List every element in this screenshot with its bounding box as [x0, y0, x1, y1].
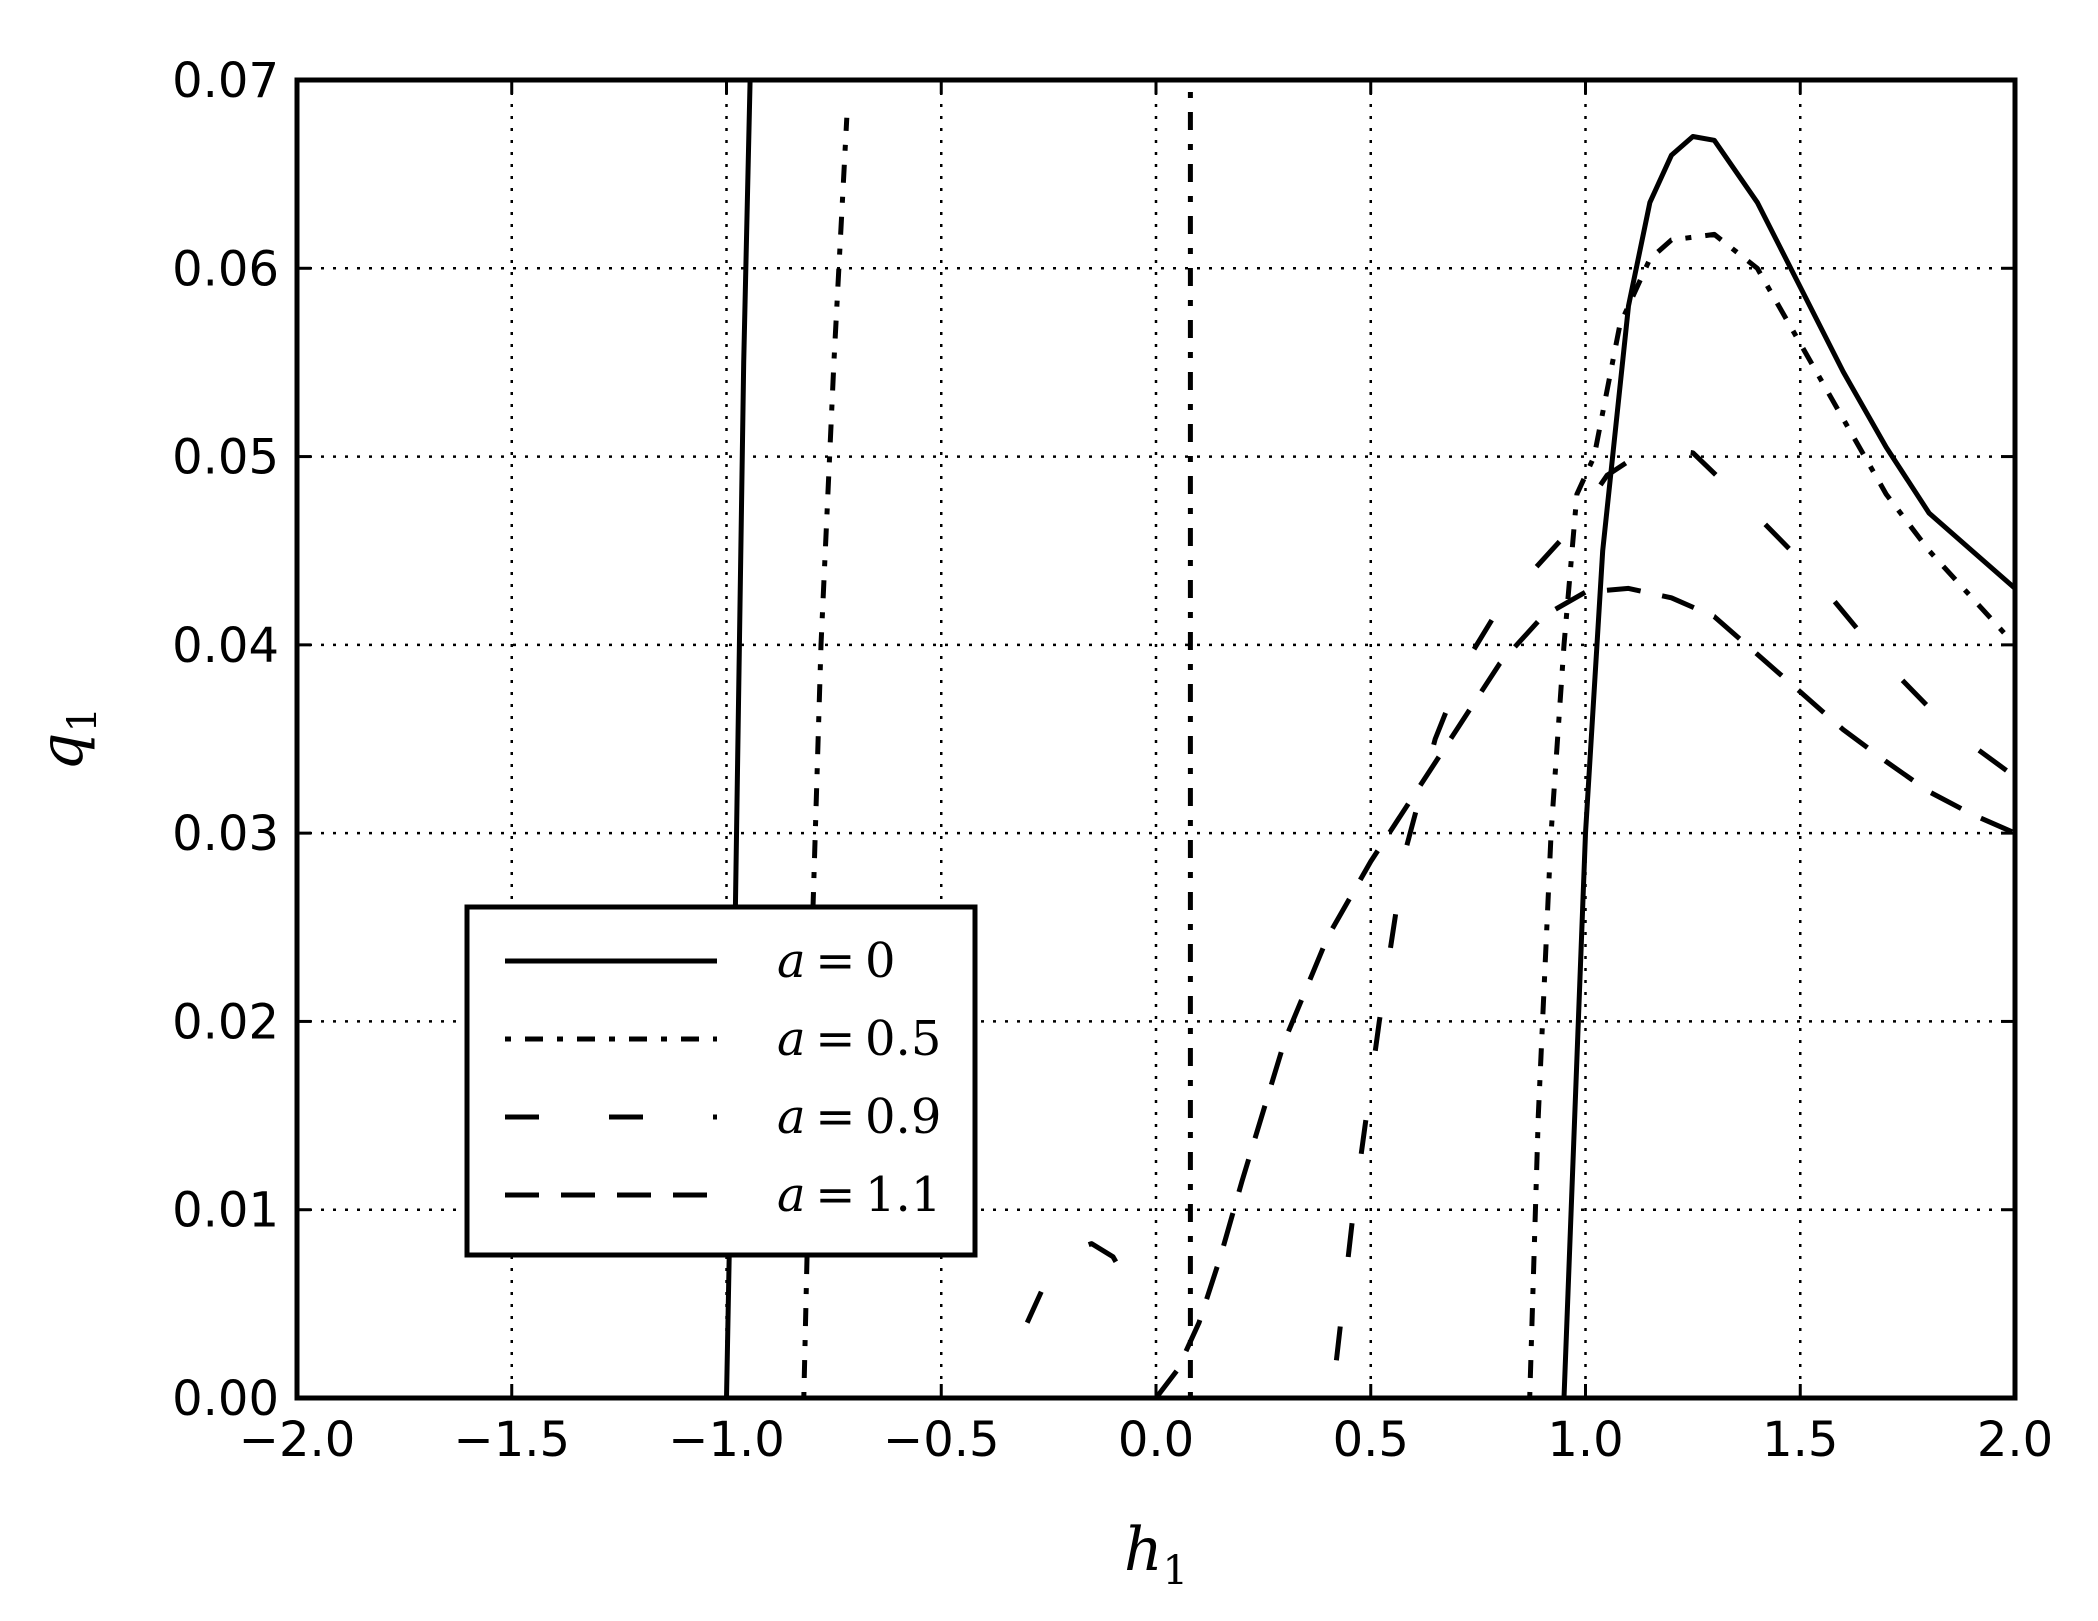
legend-label: a = 0.5 [777, 1011, 941, 1067]
y-axis-label-main: q [27, 733, 97, 771]
series-line-a-0-9 [1333, 444, 2017, 1361]
x-tick-label: 1.0 [1547, 1412, 1623, 1468]
y-axis-label: q1 [27, 707, 106, 771]
x-axis-label: h1 [1124, 1515, 1188, 1594]
y-tick-label: 0.02 [172, 994, 279, 1050]
legend: a = 0 a = 0.5 a = 0.9 a = 1.1 [464, 904, 978, 1258]
x-tick-label: 1.5 [1762, 1412, 1838, 1468]
y-tick-label: 0.03 [172, 806, 279, 862]
x-tick-label: 0.0 [1118, 1412, 1194, 1468]
legend-label: a = 0 [777, 933, 896, 989]
series-line-a-0-9 [1024, 1241, 1137, 1324]
y-tick-label: 0.00 [172, 1371, 279, 1427]
y-tick-label: 0.06 [172, 241, 279, 297]
legend-label: a = 1.1 [777, 1167, 941, 1223]
y-tick-label: 0.05 [172, 430, 279, 486]
x-tick-label: −1.0 [668, 1412, 785, 1468]
y-tick-label: 0.07 [172, 53, 279, 109]
x-tick-label: −2.0 [239, 1412, 356, 1468]
x-axis-label-sub: 1 [1163, 1548, 1188, 1594]
y-tick-label: 0.01 [172, 1183, 279, 1239]
legend-box [464, 904, 978, 1258]
tick-labels: −2.0 −1.5 −1.0 −0.5 0.0 0.5 1.0 1.5 2.0 0.00 0.01 0… [172, 53, 2053, 1468]
series-line-a-0-5 [1527, 231, 2017, 1399]
series-line-a-0 [1561, 134, 2017, 1399]
y-axis-label-sub: 1 [60, 707, 106, 732]
legend-items: a = 0 a = 0.5 a = 0.9 a = 1.1 [505, 933, 941, 1223]
x-axis-label-main: h [1124, 1515, 1163, 1585]
x-tick-label: −0.5 [883, 1412, 1000, 1468]
x-tick-label: −1.5 [453, 1412, 570, 1468]
x-tick-label: 0.5 [1333, 1412, 1409, 1468]
legend-label: a = 0.9 [777, 1089, 941, 1145]
series-line-a-1-1 [1154, 585, 2017, 1400]
axis-ticks [295, 78, 2017, 1400]
x-tick-label: 2.0 [1977, 1412, 2053, 1468]
y-tick-label: 0.04 [172, 618, 279, 674]
